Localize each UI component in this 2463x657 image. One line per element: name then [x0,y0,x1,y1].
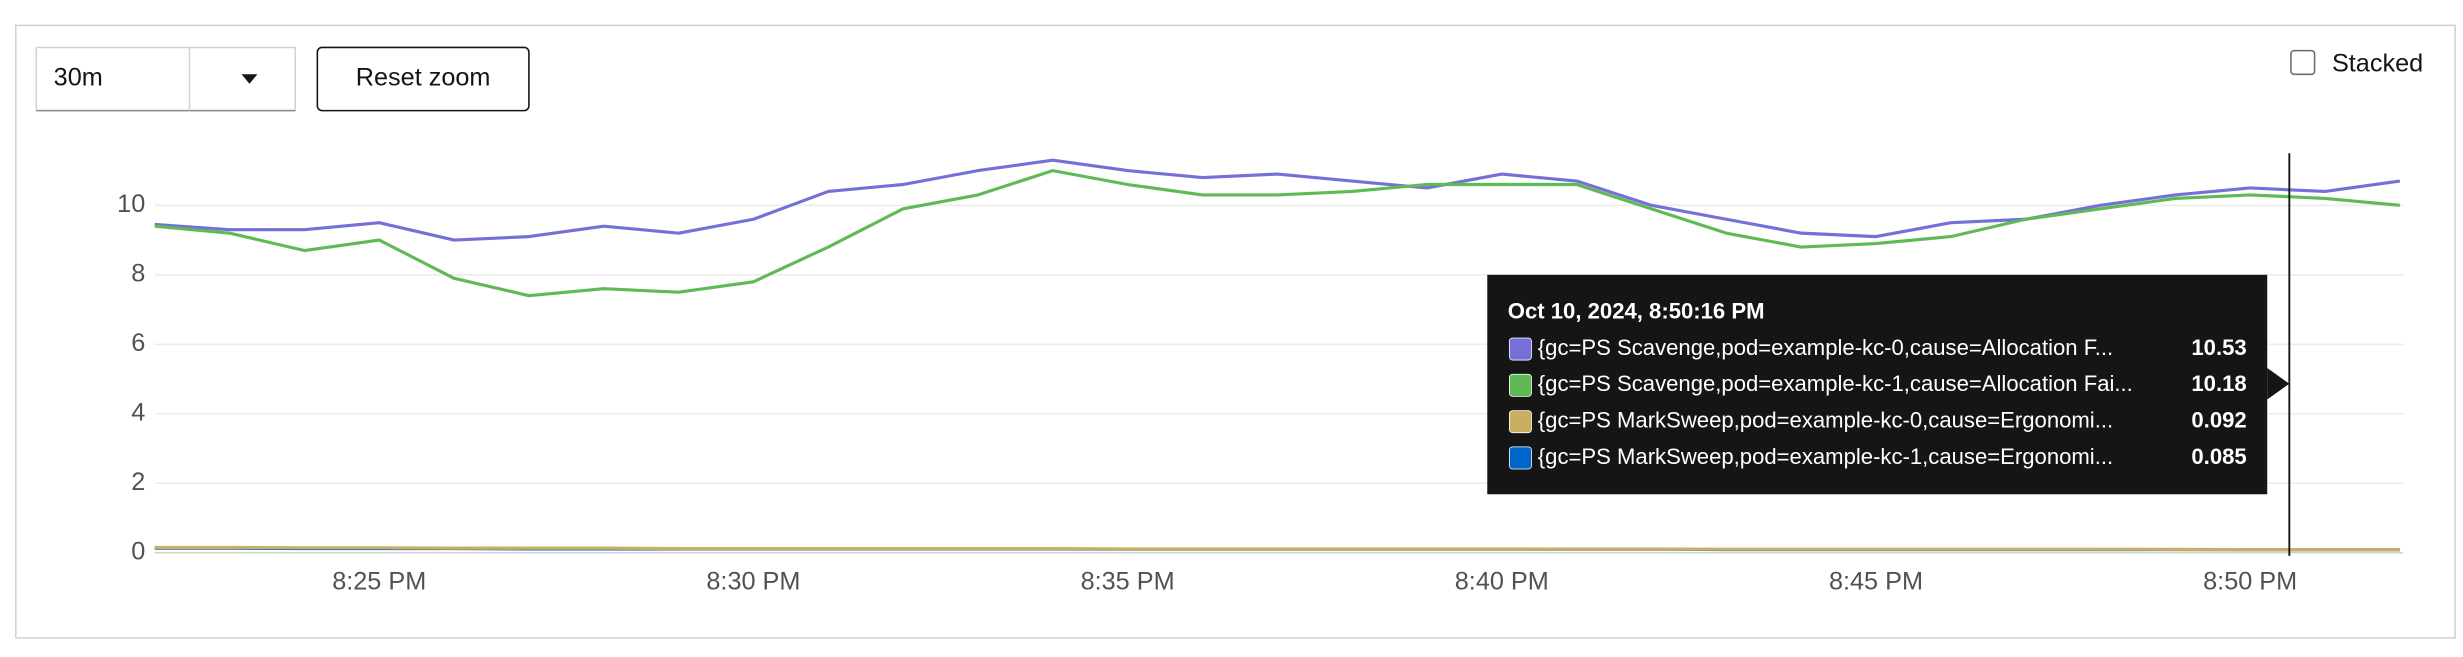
tooltip: Oct 10, 2024, 8:50:16 PM {gc=PS Scavenge… [1487,274,2290,495]
tooltip-series: {gc=PS Scavenge,pod=example-kc-0,cause=A… [1538,335,2113,360]
tooltip-value: 0.092 [2191,407,2246,432]
x-tick-label: 8:40 PM [1455,567,1549,595]
series-line [154,169,2400,298]
tooltip-value: 10.18 [2191,371,2246,396]
x-tick-label: 8:35 PM [1081,567,1175,595]
y-tick-label: 10 [117,190,145,218]
tooltip-value: 0.085 [2191,444,2246,469]
tooltip-swatch [1508,337,1532,361]
x-tick-label: 8:50 PM [2203,567,2297,595]
y-tick-label: 4 [131,398,145,426]
x-tick-label: 8:25 PM [332,567,426,595]
y-tick-label: 8 [131,259,145,287]
stacked-checkbox[interactable]: Stacked [2290,50,2423,78]
x-tick-label: 8:30 PM [706,567,800,595]
tooltip-swatch [1508,446,1532,470]
range-value: 30m [54,64,103,92]
y-tick-label: 2 [131,468,145,496]
y-tick-label: 6 [131,329,145,357]
button-label: Reset zoom [356,64,491,92]
tooltip-value: 10.53 [2191,335,2246,360]
checkbox-label: Stacked [2332,50,2423,78]
x-tick-label: 8:45 PM [1829,567,1923,595]
tooltip-time: Oct 10, 2024, 8:50:16 PM [1508,299,1765,324]
tooltip-series: {gc=PS MarkSweep,pod=example-kc-0,cause=… [1538,407,2113,432]
series-line [154,545,2400,552]
y-tick-label: 0 [131,537,145,565]
range-dropdown[interactable]: 30m [35,46,297,112]
tooltip-series: {gc=PS Scavenge,pod=example-kc-1,cause=A… [1538,371,2133,396]
tooltip-series: {gc=PS MarkSweep,pod=example-kc-1,cause=… [1538,444,2113,469]
tooltip-swatch [1508,410,1532,434]
tooltip-swatch [1508,373,1532,397]
reset-zoom-button[interactable]: Reset zoom [316,46,530,112]
